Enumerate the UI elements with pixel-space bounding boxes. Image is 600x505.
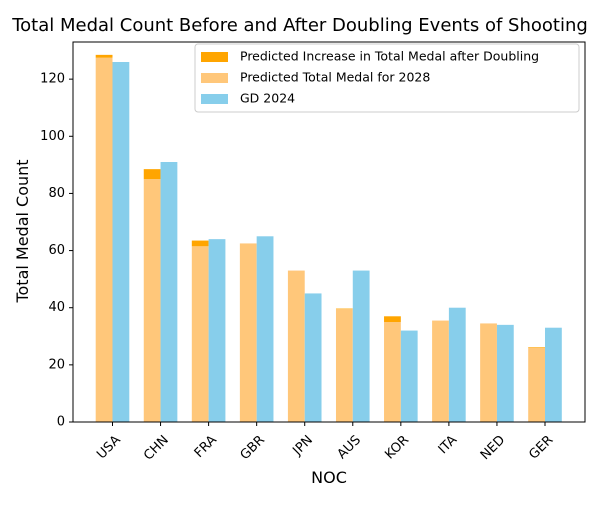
x-axis-label: NOC: [311, 468, 347, 487]
bar-predicted-total-ger: [528, 347, 545, 422]
x-tick-label-ned: NED: [478, 433, 508, 463]
x-tick-label-usa: USA: [94, 433, 124, 463]
bar-gd-2024-gbr: [256, 236, 274, 422]
bar-predicted-increase-chn: [143, 169, 161, 180]
bar-predicted-total-usa: [95, 57, 113, 423]
legend-swatch-1: [201, 73, 228, 83]
bars-layer: [95, 54, 562, 423]
legend-label-0: Predicted Increase in Total Medal after …: [240, 49, 539, 64]
plot-frame: [72, 41, 586, 423]
chart-title: Total Medal Count Before and After Doubl…: [11, 15, 588, 36]
x-tick-label-ita: ITA: [436, 433, 461, 458]
legend-box: [194, 43, 580, 113]
bar-gd-2024-kor: [400, 330, 418, 422]
y-tick-label-20: 20: [48, 357, 65, 372]
bar-predicted-total-chn: [143, 179, 161, 422]
legend-swatch-0: [201, 52, 228, 62]
x-tick-label-aus: AUS: [335, 433, 364, 462]
bar-gd-2024-ned: [496, 324, 514, 422]
bar-gd-2024-jpn: [304, 293, 322, 422]
y-tick-label-100: 100: [40, 129, 65, 144]
x-tick-label-gbr: GBR: [238, 433, 268, 463]
bar-predicted-total-aus: [335, 309, 353, 422]
bar-gd-2024-ita: [448, 307, 466, 422]
bar-predicted-total-fra: [191, 246, 209, 422]
bar-predicted-total-kor: [384, 322, 401, 422]
bar-predicted-total-gbr: [239, 243, 257, 422]
bar-predicted-increase-fra: [191, 240, 209, 247]
x-tick-label-kor: KOR: [382, 433, 412, 463]
bar-predicted-total-ita: [432, 320, 449, 422]
y-tick-label-80: 80: [48, 186, 65, 201]
x-tick-label-fra: FRA: [192, 433, 220, 461]
legend-swatch-2: [201, 94, 228, 104]
x-tick-label-jpn: JPN: [290, 433, 316, 459]
legend: Predicted Increase in Total Medal after …: [194, 43, 580, 113]
bar-gd-2024-ger: [545, 327, 562, 422]
bar-predicted-increase-aus: [335, 308, 353, 310]
bar-gd-2024-fra: [208, 239, 226, 422]
bar-predicted-total-jpn: [287, 270, 305, 422]
y-tick-label-60: 60: [48, 243, 65, 258]
axes-layer: [72, 41, 586, 423]
y-tick-label-0: 0: [57, 415, 65, 430]
y-axis-label: Total Medal Count: [13, 159, 32, 303]
bar-predicted-increase-ger: [528, 347, 545, 348]
bar-gd-2024-aus: [352, 270, 370, 422]
bar-gd-2024-chn: [160, 162, 178, 422]
bar-gd-2024-usa: [112, 62, 130, 422]
legend-label-1: Predicted Total Medal for 2028: [240, 70, 430, 85]
bar-predicted-increase-kor: [384, 316, 401, 322]
bar-predicted-total-ned: [480, 323, 497, 422]
y-tick-label-120: 120: [40, 72, 65, 87]
x-tick-label-ger: GER: [526, 433, 556, 463]
x-tick-label-chn: CHN: [141, 433, 172, 464]
y-tick-label-40: 40: [48, 300, 65, 315]
legend-label-2: GD 2024: [240, 91, 295, 106]
bar-predicted-increase-usa: [95, 54, 113, 58]
